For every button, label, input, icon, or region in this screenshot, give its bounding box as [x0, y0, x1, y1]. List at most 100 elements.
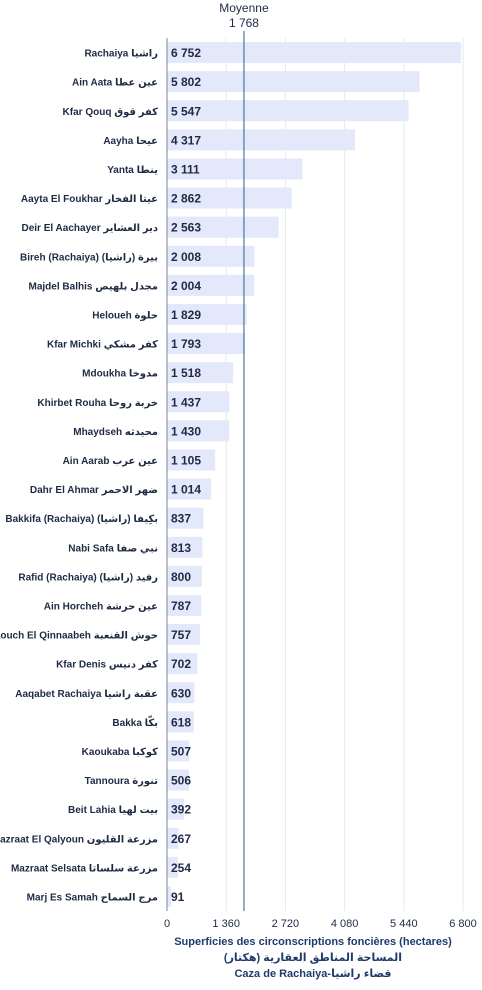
bar — [167, 71, 420, 93]
category-label: Ain Horcheh عين حرشة — [44, 601, 158, 612]
bar — [167, 507, 204, 529]
category-label: Bireh (Rachaiya) بيرة (راشيا) — [20, 252, 158, 263]
value-label: 1 437 — [171, 395, 201, 409]
value-label: 837 — [171, 512, 191, 526]
average-title: Moyenne — [219, 1, 269, 15]
category-label: Yanta ينطا — [107, 165, 158, 176]
bar — [167, 740, 190, 762]
category-label: Dahr El Ahmar ضهر الاحمر — [30, 485, 158, 496]
bar — [167, 100, 409, 122]
bar — [167, 303, 247, 325]
bar — [167, 624, 200, 646]
bar — [167, 216, 279, 238]
bar — [167, 565, 202, 587]
bar — [167, 798, 185, 820]
value-label: 392 — [171, 803, 191, 817]
bar — [167, 478, 212, 500]
value-label: 787 — [171, 599, 191, 613]
value-label: 5 802 — [171, 75, 201, 89]
category-label: Aayha عيحا — [103, 136, 158, 147]
bar — [167, 653, 198, 675]
value-label: 4 317 — [171, 133, 201, 147]
x-tick-label: 2 720 — [272, 918, 300, 930]
bar — [167, 449, 216, 471]
bar — [167, 420, 230, 442]
value-label: 1 829 — [171, 308, 201, 322]
value-label: 5 547 — [171, 104, 201, 118]
category-label: Kfar Denis كفر دنيس — [56, 660, 158, 671]
category-label: Mhaydseh محيدثه — [73, 427, 158, 438]
bar — [167, 682, 195, 704]
value-label: 702 — [171, 657, 191, 671]
value-label: 630 — [171, 686, 191, 700]
value-label: 1 105 — [171, 453, 201, 467]
category-label: Kfar Michki كفر مشكي — [47, 340, 158, 351]
x-tick-label: 5 440 — [390, 918, 418, 930]
value-label: 757 — [171, 628, 191, 642]
category-label: Haouch El Qinnaabeh حوش القنعبة — [0, 631, 158, 642]
x-tick-label: 6 800 — [449, 918, 477, 930]
value-label: 3 111 — [171, 162, 200, 176]
bar — [167, 856, 179, 878]
x-tick-label: 1 360 — [212, 918, 240, 930]
category-label: Heloueh حلوة — [92, 310, 158, 321]
bar — [167, 594, 202, 616]
value-label: 1 518 — [171, 366, 201, 380]
average-value: 1 768 — [229, 16, 259, 30]
bar — [167, 362, 234, 384]
x-axis-title-line-1: Superficies des circonscriptions foncièr… — [174, 936, 452, 948]
value-label: 507 — [171, 744, 191, 758]
category-label: Deir El Aachayer دير العشاير — [21, 223, 158, 234]
value-label: 2 862 — [171, 192, 201, 206]
value-label: 1 793 — [171, 337, 201, 351]
bar — [167, 42, 461, 64]
x-tick-label: 0 — [164, 918, 170, 930]
category-label: Mazraat El Qalyoun مزرعة القليون — [0, 834, 158, 845]
value-label: 2 004 — [171, 279, 201, 293]
x-axis-title-line-2: المساحة المناطق العقارية (هكتار) — [224, 952, 402, 964]
bar — [167, 333, 246, 355]
category-label: Bakkifa (Rachaiya) بكِيفا (راشيا) — [5, 514, 158, 525]
value-label: 506 — [171, 774, 191, 788]
value-label: 91 — [171, 890, 185, 904]
bar — [167, 885, 171, 907]
x-axis-title: Superficies des circonscriptions foncièr… — [174, 936, 452, 980]
value-label: 618 — [171, 715, 191, 729]
category-label: Aaqabet Rachaiya عقبة راشيا — [15, 689, 158, 700]
category-label: Ain Aata عين عطا — [72, 78, 158, 89]
bars — [167, 42, 461, 907]
bar — [167, 274, 255, 296]
value-label: 6 752 — [171, 46, 201, 60]
value-label: 800 — [171, 570, 191, 584]
category-label: Mdoukha مدوخا — [82, 369, 158, 380]
category-label: Rafid (Rachaiya) رفيد (راشيا) — [18, 572, 158, 583]
category-label: Marj Es Samah مرج السماح — [27, 892, 158, 903]
grid-lines — [225, 38, 464, 911]
value-label: 813 — [171, 541, 191, 555]
value-label: 2 563 — [171, 221, 201, 235]
bar — [167, 391, 230, 413]
average-marker: Moyenne 1 768 — [219, 1, 269, 911]
value-label: 1 430 — [171, 424, 201, 438]
value-label: 2 008 — [171, 250, 201, 264]
x-axis-title-line-3: Caza de Rachaiya-قضاء راشيا — [234, 968, 391, 980]
bar — [167, 187, 292, 209]
category-label: Majdel Balhis مجدل بلهيص — [29, 281, 158, 292]
category-label: Mazraat Selsata مزرعة سلساتا — [11, 863, 158, 874]
bar — [167, 711, 194, 733]
category-label: Beit Lahia بيت لهيا — [68, 805, 158, 816]
category-label: Nabi Safa نبي صفا — [68, 543, 158, 554]
category-labels: Rachaiya راشيا Ain Aata عين عطا Kfar Qouq … — [0, 49, 158, 904]
bar — [167, 536, 203, 558]
x-tick-label: 4 080 — [331, 918, 359, 930]
bar — [167, 158, 303, 180]
value-label: 254 — [171, 861, 191, 875]
bar — [167, 129, 355, 151]
x-tick-labels: 0 1 360 2 720 4 080 5 440 6 800 — [164, 918, 477, 930]
category-label: Ain Aarab عين عرب — [63, 456, 158, 467]
bar — [167, 245, 255, 267]
value-labels: 6 752 5 802 5 547 4 317 3 111 2 862 2 563 2 008… — [171, 46, 201, 904]
bar — [167, 769, 190, 791]
category-label: Tannoura تنورة — [85, 776, 159, 787]
